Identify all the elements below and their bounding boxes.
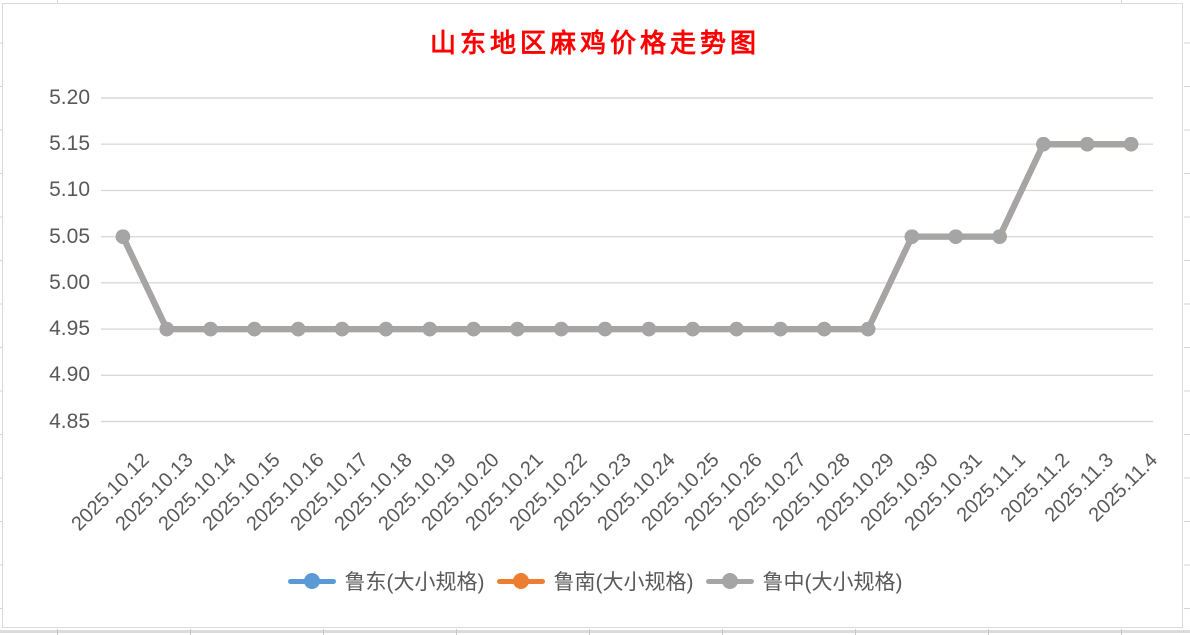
data-point-鲁中(大小规格)-2025.10.19[interactable] [422, 321, 437, 337]
chart-title: 山东地区麻鸡价格走势图 [429, 28, 760, 58]
legend-item-鲁东(大小规格)[interactable]: 鲁东(大小规格) [287, 566, 485, 596]
worksheet-column-gridline [1121, 0, 1122, 3]
data-point-鲁中(大小规格)-2025.10.23[interactable] [597, 321, 613, 337]
legend: 鲁东(大小规格) 鲁南(大小规格) 鲁中(大小规格) [0, 565, 1190, 597]
worksheet-column-divider [1121, 629, 1122, 635]
y-tick-label: 5.00 [49, 270, 90, 294]
data-point-鲁中(大小规格)-2025.10.22[interactable] [554, 321, 569, 337]
worksheet-column-divider [855, 629, 856, 635]
legend-line-marker-icon [705, 573, 754, 590]
data-point-鲁中(大小规格)-2025.10.14[interactable] [203, 321, 218, 337]
legend-item-鲁中(大小规格)[interactable]: 鲁中(大小规格) [705, 566, 903, 596]
y-tick-label: 4.95 [49, 317, 90, 341]
worksheet-column-gridline [57, 0, 58, 3]
data-point-鲁中(大小规格)-2025.11.4[interactable] [1123, 137, 1139, 152]
data-point-鲁中(大小规格)-2025.10.18[interactable] [378, 321, 394, 337]
data-point-鲁中(大小规格)-2025.10.25[interactable] [685, 321, 700, 337]
legend-item-鲁南(大小规格)[interactable]: 鲁南(大小规格) [496, 566, 694, 596]
worksheet-column-divider [722, 629, 723, 635]
y-tick-label: 4.85 [49, 409, 90, 433]
data-point-鲁中(大小规格)-2025.10.16[interactable] [291, 321, 306, 337]
data-point-鲁中(大小规格)-2025.10.20[interactable] [466, 321, 481, 337]
series-line-鲁中(大小规格)[interactable] [119, 141, 1135, 333]
data-point-鲁中(大小规格)-2025.10.15[interactable] [247, 321, 262, 337]
worksheet-column-divider [57, 629, 58, 635]
legend-line-marker-icon [287, 573, 336, 590]
worksheet-column-divider [190, 629, 191, 635]
data-point-鲁中(大小规格)-2025.10.13[interactable] [159, 321, 174, 337]
data-point-鲁中(大小规格)-2025.10.17[interactable] [334, 321, 350, 337]
data-point-鲁中(大小规格)-2025.10.21[interactable] [510, 321, 525, 337]
legend-label: 鲁东(大小规格) [344, 571, 485, 594]
worksheet-row-edge [0, 630, 1190, 633]
legend-line-marker-icon [496, 573, 545, 590]
y-tick-label: 5.15 [49, 132, 90, 156]
worksheet-column-divider [988, 629, 989, 635]
data-point-鲁中(大小规格)-2025.11.2[interactable] [1036, 137, 1051, 152]
y-tick-label: 5.20 [49, 86, 90, 109]
data-point-鲁中(大小规格)-2025.10.31[interactable] [948, 229, 963, 244]
legend-label: 鲁南(大小规格) [553, 571, 694, 594]
data-point-鲁中(大小规格)-2025.10.30[interactable] [904, 229, 920, 244]
legend-label: 鲁中(大小规格) [762, 571, 903, 594]
data-point-鲁中(大小规格)-2025.10.27[interactable] [773, 321, 788, 337]
data-point-鲁中(大小规格)-2025.10.24[interactable] [641, 321, 657, 337]
y-tick-label: 4.90 [49, 363, 90, 387]
y-tick-label: 5.10 [49, 178, 90, 202]
data-point-鲁中(大小规格)-2025.11.1[interactable] [992, 229, 1007, 244]
worksheet-column-divider [456, 629, 457, 635]
data-point-鲁中(大小规格)-2025.10.29[interactable] [860, 321, 876, 337]
worksheet-row-gridlines-left [0, 0, 2, 635]
data-point-鲁中(大小规格)-2025.10.28[interactable] [817, 321, 832, 337]
data-point-鲁中(大小规格)-2025.11.3[interactable] [1080, 137, 1095, 152]
worksheet-column-divider [323, 629, 324, 635]
data-point-鲁中(大小规格)-2025.10.26[interactable] [729, 321, 744, 337]
worksheet-column-divider [589, 629, 590, 635]
worksheet-row-gridlines-right [1184, 0, 1190, 635]
y-tick-label: 5.05 [49, 224, 90, 248]
chart-object-frame[interactable] [2, 3, 1183, 628]
data-point-鲁中(大小规格)-2025.10.12[interactable] [115, 229, 131, 244]
